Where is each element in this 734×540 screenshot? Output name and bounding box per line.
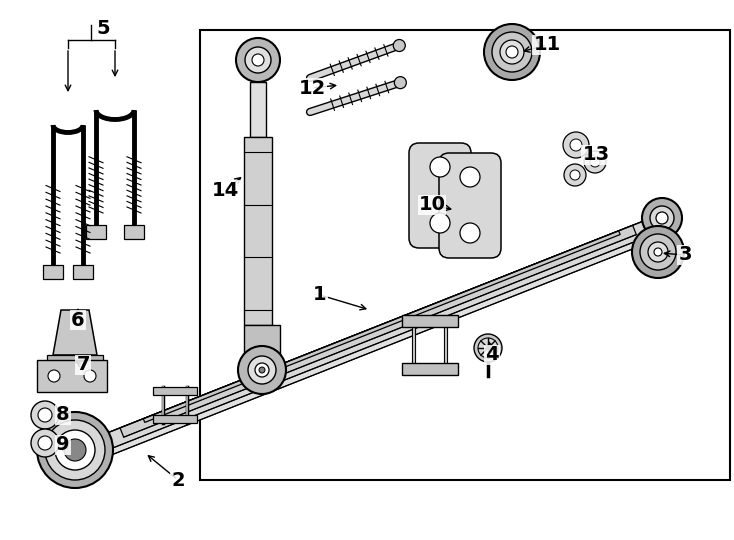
Circle shape bbox=[259, 367, 265, 373]
Text: 8: 8 bbox=[57, 406, 70, 424]
Bar bbox=[402, 363, 458, 375]
Circle shape bbox=[248, 356, 276, 384]
Circle shape bbox=[500, 40, 524, 64]
Bar bbox=[37, 360, 107, 392]
Circle shape bbox=[48, 370, 60, 382]
Bar bbox=[244, 137, 272, 325]
Circle shape bbox=[650, 206, 674, 230]
Circle shape bbox=[570, 170, 580, 180]
Circle shape bbox=[31, 401, 59, 429]
Circle shape bbox=[570, 139, 582, 151]
Text: 14: 14 bbox=[211, 180, 239, 199]
Bar bbox=[86, 225, 106, 239]
Circle shape bbox=[460, 223, 480, 243]
Circle shape bbox=[393, 39, 405, 51]
Bar bbox=[47, 355, 103, 365]
Circle shape bbox=[642, 198, 682, 238]
Circle shape bbox=[584, 151, 606, 173]
Circle shape bbox=[640, 234, 676, 270]
Text: 11: 11 bbox=[534, 36, 561, 55]
Circle shape bbox=[38, 408, 52, 422]
Text: 13: 13 bbox=[583, 145, 609, 165]
Bar bbox=[153, 415, 197, 423]
Bar bbox=[402, 315, 458, 327]
Circle shape bbox=[654, 248, 662, 256]
Circle shape bbox=[590, 157, 600, 167]
Text: 9: 9 bbox=[57, 435, 70, 455]
Circle shape bbox=[236, 38, 280, 82]
FancyBboxPatch shape bbox=[439, 153, 501, 258]
Circle shape bbox=[474, 334, 502, 362]
Bar bbox=[200, 30, 730, 480]
Text: 1: 1 bbox=[313, 286, 327, 305]
Circle shape bbox=[478, 338, 498, 358]
Circle shape bbox=[430, 213, 450, 233]
Circle shape bbox=[55, 430, 95, 470]
Circle shape bbox=[484, 24, 540, 80]
Bar bbox=[244, 325, 280, 370]
Circle shape bbox=[506, 46, 518, 58]
Circle shape bbox=[245, 47, 271, 73]
Bar bbox=[153, 387, 197, 395]
Circle shape bbox=[648, 242, 668, 262]
Circle shape bbox=[84, 370, 96, 382]
Circle shape bbox=[37, 412, 113, 488]
Bar bbox=[124, 225, 144, 239]
Circle shape bbox=[632, 226, 684, 278]
Circle shape bbox=[31, 429, 59, 457]
Circle shape bbox=[45, 420, 105, 480]
Circle shape bbox=[430, 157, 450, 177]
Polygon shape bbox=[53, 310, 97, 355]
Polygon shape bbox=[73, 214, 669, 467]
Circle shape bbox=[38, 436, 52, 450]
Circle shape bbox=[64, 439, 86, 461]
Circle shape bbox=[238, 346, 286, 394]
Bar bbox=[43, 265, 63, 279]
Text: 4: 4 bbox=[485, 346, 499, 365]
Polygon shape bbox=[97, 220, 653, 452]
Circle shape bbox=[563, 132, 589, 158]
Circle shape bbox=[252, 54, 264, 66]
Polygon shape bbox=[143, 231, 620, 422]
Text: 10: 10 bbox=[418, 195, 446, 214]
Text: 7: 7 bbox=[76, 355, 90, 375]
Bar bbox=[250, 82, 266, 137]
Circle shape bbox=[564, 164, 586, 186]
Text: 6: 6 bbox=[71, 310, 85, 329]
Circle shape bbox=[460, 167, 480, 187]
Circle shape bbox=[255, 363, 269, 377]
Circle shape bbox=[492, 32, 532, 72]
Text: 12: 12 bbox=[299, 78, 326, 98]
Bar bbox=[73, 265, 93, 279]
Text: 5: 5 bbox=[96, 18, 110, 37]
Text: 2: 2 bbox=[171, 470, 185, 489]
FancyBboxPatch shape bbox=[409, 143, 471, 248]
Circle shape bbox=[656, 212, 668, 224]
Polygon shape bbox=[120, 225, 636, 437]
Circle shape bbox=[394, 77, 407, 89]
Text: 3: 3 bbox=[678, 246, 691, 265]
